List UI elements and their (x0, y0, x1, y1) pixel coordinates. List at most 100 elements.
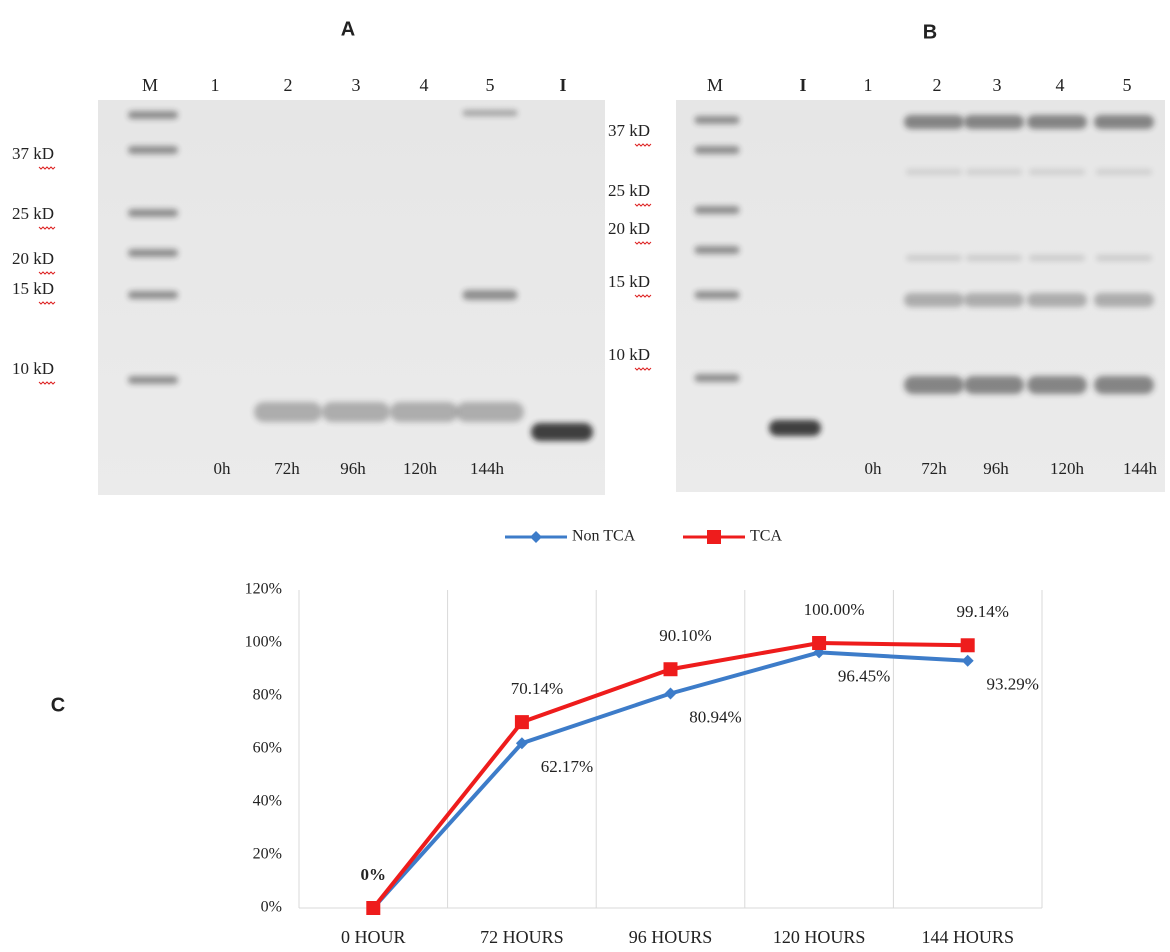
gel-band (322, 402, 390, 422)
lane-label: 1 (864, 75, 873, 95)
time-label: 72h (274, 459, 300, 478)
gel-band (463, 290, 518, 300)
time-label: 120h (403, 459, 438, 478)
gel-band (695, 116, 740, 124)
panel-label: A (341, 18, 355, 40)
gel-band (1029, 255, 1085, 261)
x-tick-label: 96 HOURS (629, 927, 713, 947)
gel-band (1027, 293, 1087, 307)
time-label: 0h (865, 459, 883, 478)
lane-label: 4 (1056, 75, 1065, 95)
gel-band (1094, 115, 1154, 129)
spellcheck-underline (39, 382, 55, 384)
time-label: 72h (921, 459, 947, 478)
time-label: 0h (214, 459, 232, 478)
y-tick-label: 0% (261, 899, 282, 916)
x-tick-label: 144 HOURS (921, 927, 1014, 947)
gel-band (1096, 169, 1152, 175)
gel-band (128, 376, 178, 384)
y-tick-label: 40% (253, 793, 282, 810)
data-label: 70.14% (511, 679, 563, 698)
gel-band (128, 146, 178, 154)
gel-band (695, 246, 740, 254)
data-point (515, 715, 529, 729)
gel-band (128, 249, 178, 257)
spellcheck-underline (39, 302, 55, 304)
legend-marker (530, 531, 542, 543)
legend-label: TCA (750, 528, 782, 545)
gel-band (769, 420, 821, 436)
marker-label: 37 kD (12, 144, 54, 163)
gel-band (904, 293, 964, 307)
data-label: 93.29% (986, 675, 1038, 694)
gel-band (1094, 293, 1154, 307)
marker-label: 10 kD (608, 345, 650, 364)
gel-band (906, 169, 962, 175)
y-tick-label: 20% (253, 846, 282, 863)
lane-label: M (142, 75, 158, 95)
gel-band (1027, 115, 1087, 129)
time-label: 96h (340, 459, 366, 478)
lane-label: 2 (933, 75, 942, 95)
spellcheck-underline (39, 167, 55, 169)
time-label: 144h (470, 459, 505, 478)
lane-label: 5 (1123, 75, 1132, 95)
gel-band (964, 115, 1024, 129)
y-tick-label: 120% (245, 581, 282, 598)
marker-label: 25 kD (608, 181, 650, 200)
data-label: 90.10% (659, 626, 711, 645)
data-point (665, 688, 677, 700)
y-tick-label: 100% (245, 634, 282, 651)
gel-band (390, 402, 458, 422)
panel-label: B (923, 21, 937, 43)
marker-label: 10 kD (12, 359, 54, 378)
legend-entry: Non TCA (505, 528, 636, 545)
gel-band (1027, 376, 1087, 394)
gel-band (964, 376, 1024, 394)
spellcheck-underline (635, 242, 651, 244)
y-tick-label: 60% (253, 740, 282, 757)
gel-band (531, 423, 593, 441)
gel-band (695, 291, 740, 299)
lane-label: 1 (211, 75, 220, 95)
x-tick-label: 0 HOUR (341, 927, 406, 947)
gel-band (254, 402, 322, 422)
gel-band (456, 402, 524, 422)
marker-label: 20 kD (608, 219, 650, 238)
time-label: 144h (1123, 459, 1158, 478)
gel-band (128, 111, 178, 119)
lane-label: 3 (993, 75, 1002, 95)
gel-band (966, 255, 1022, 261)
marker-label: 37 kD (608, 121, 650, 140)
legend-label: Non TCA (572, 528, 636, 545)
lane-label: 3 (352, 75, 361, 95)
gel-band (128, 291, 178, 299)
figure: A B C 0%20%40%60%80%100%120%0 HOUR72 HOU… (0, 0, 1170, 952)
data-point (664, 662, 678, 676)
data-label: 100.00% (804, 600, 865, 619)
data-label: 96.45% (838, 666, 890, 685)
lane-label: 4 (420, 75, 429, 95)
data-point (962, 655, 974, 667)
gel-band (904, 115, 964, 129)
gel-band (1096, 255, 1152, 261)
data-point (961, 638, 975, 652)
gel-band (695, 146, 740, 154)
spellcheck-underline (635, 368, 651, 370)
data-label: 99.14% (956, 602, 1008, 621)
gel-band (906, 255, 962, 261)
legend-marker (707, 530, 721, 544)
lane-label: M (707, 75, 723, 95)
spellcheck-underline (39, 227, 55, 229)
gel-band (964, 293, 1024, 307)
data-label: 62.17% (541, 757, 593, 776)
legend-entry: TCA (683, 528, 782, 545)
gel-band (695, 206, 740, 214)
spellcheck-underline (635, 295, 651, 297)
spellcheck-underline (635, 204, 651, 206)
gel-band (463, 110, 518, 116)
gel-band (1094, 376, 1154, 394)
marker-label: 15 kD (608, 272, 650, 291)
time-label: 96h (983, 459, 1009, 478)
